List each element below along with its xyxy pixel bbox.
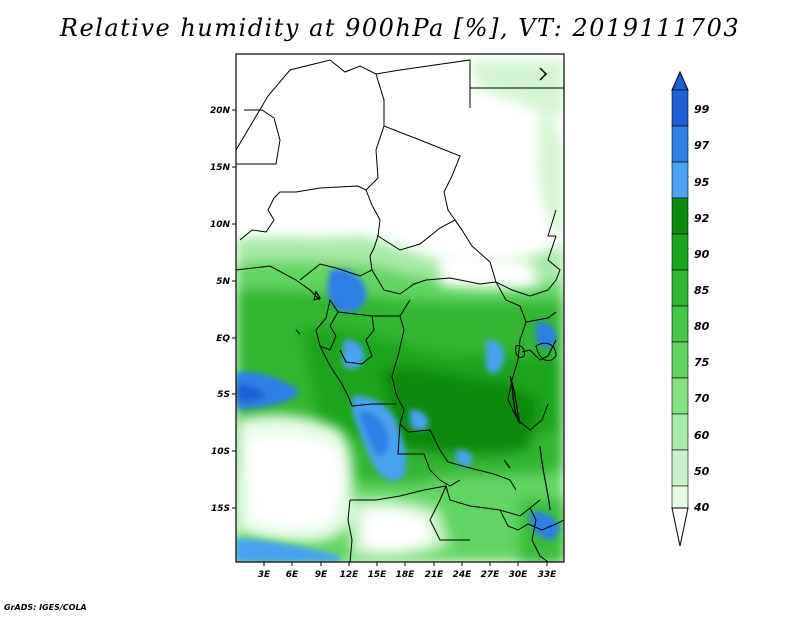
colorbar-segment bbox=[671, 89, 689, 127]
colorbar-segment bbox=[671, 125, 689, 163]
lat-label: 5N bbox=[216, 277, 230, 287]
lat-ticks bbox=[232, 109, 236, 509]
colorbar-label: 40 bbox=[693, 501, 710, 514]
colorbar-bottom-arrow bbox=[671, 507, 689, 547]
colorbar-segment bbox=[671, 449, 689, 487]
colorbar-label: 90 bbox=[694, 248, 710, 261]
colorbar-segment bbox=[671, 161, 689, 199]
lon-label: 6E bbox=[286, 570, 299, 580]
lon-label: 9E bbox=[315, 570, 328, 580]
colorbar-segment bbox=[671, 377, 689, 415]
colorbar-label: 60 bbox=[694, 429, 710, 442]
colorbar-segment bbox=[671, 341, 689, 379]
colorbar-segment bbox=[671, 233, 689, 271]
lon-label: 21E bbox=[425, 570, 445, 580]
grads-credit: GrADS: IGES/COLA bbox=[4, 603, 87, 612]
humidity-field bbox=[236, 54, 564, 562]
colorbar-segment bbox=[671, 269, 689, 307]
lat-label: 15N bbox=[210, 163, 231, 173]
lon-label: 12E bbox=[340, 570, 360, 580]
lon-label: 18E bbox=[396, 570, 416, 580]
colorbar-label: 92 bbox=[694, 212, 710, 225]
lat-label: EQ bbox=[216, 334, 230, 344]
lat-label: 5S bbox=[217, 390, 230, 400]
chart-title: Relative humidity at 900hPa [%], VT: 201… bbox=[59, 14, 741, 42]
colorbar-segment bbox=[671, 305, 689, 343]
colorbar: 99 97 95 92 90 85 80 75 70 60 50 40 bbox=[671, 70, 710, 547]
lat-label: 20N bbox=[210, 106, 231, 116]
colorbar-label: 70 bbox=[694, 392, 710, 405]
lon-label: 3E bbox=[258, 570, 271, 580]
lon-label: 33E bbox=[538, 570, 558, 580]
colorbar-segment bbox=[671, 197, 689, 235]
colorbar-top-arrow bbox=[671, 70, 689, 91]
lon-ticks bbox=[263, 562, 548, 566]
colorbar-label: 95 bbox=[694, 176, 710, 189]
lat-tick-labels: 20N 15N 10N 5N EQ 5S 10S 15S bbox=[210, 106, 231, 514]
colorbar-label: 80 bbox=[694, 320, 710, 333]
colorbar-label: 97 bbox=[694, 139, 710, 152]
lat-label: 15S bbox=[211, 504, 230, 514]
colorbar-label: 75 bbox=[694, 356, 710, 369]
lon-label: 27E bbox=[481, 570, 501, 580]
colorbar-label: 85 bbox=[694, 284, 710, 297]
lon-label: 30E bbox=[509, 570, 529, 580]
lat-label: 10N bbox=[210, 220, 231, 230]
colorbar-segment bbox=[671, 485, 689, 509]
lon-label: 24E bbox=[453, 570, 473, 580]
lat-label: 10S bbox=[211, 447, 230, 457]
colorbar-label: 50 bbox=[694, 465, 710, 478]
colorbar-segment bbox=[671, 413, 689, 451]
colorbar-label: 99 bbox=[694, 103, 710, 116]
country-borders bbox=[236, 59, 564, 562]
lon-label: 15E bbox=[368, 570, 388, 580]
map-frame bbox=[235, 53, 565, 563]
lon-tick-labels: 3E 6E 9E 12E 15E 18E 21E 24E 27E 30E 33E bbox=[258, 570, 557, 580]
